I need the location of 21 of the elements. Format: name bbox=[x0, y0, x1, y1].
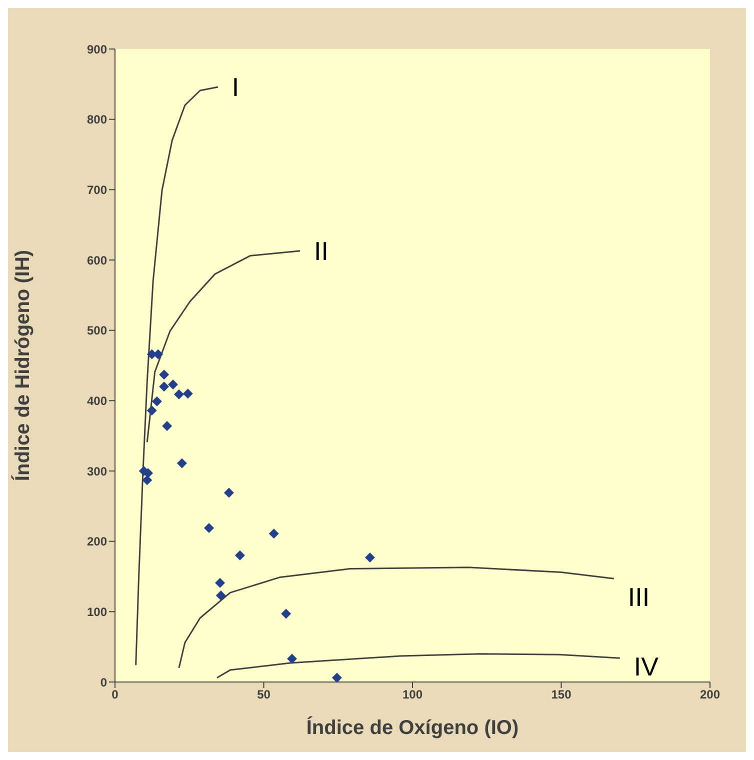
x-tick-label: 50 bbox=[257, 688, 271, 702]
y-tick-label: 400 bbox=[86, 394, 108, 408]
annotation: IV bbox=[634, 651, 660, 682]
y-tick-label: 900 bbox=[86, 42, 108, 56]
annotation: III bbox=[628, 582, 650, 612]
y-tick-label: 600 bbox=[86, 253, 108, 268]
x-axis-title: Índice de Oxígeno (IO) bbox=[306, 716, 519, 739]
y-tick-label: 800 bbox=[86, 112, 108, 127]
x-tick-label: 150 bbox=[551, 688, 572, 702]
y-tick-label: 500 bbox=[86, 324, 108, 338]
y-axis-title: Índice de Hidrógeno (IH) bbox=[11, 250, 34, 482]
x-tick-label: 0 bbox=[112, 688, 119, 702]
annotation: II bbox=[314, 236, 328, 266]
y-tick-label: 300 bbox=[86, 464, 108, 478]
annotation: I bbox=[232, 72, 240, 102]
x-tick-label: 100 bbox=[402, 688, 423, 702]
y-tick-label: 700 bbox=[86, 182, 108, 197]
y-tick-label: 100 bbox=[86, 604, 108, 619]
y-tick-label: 200 bbox=[86, 534, 108, 549]
x-tick-label: 200 bbox=[700, 688, 720, 702]
y-tick-label: 0 bbox=[100, 675, 108, 690]
